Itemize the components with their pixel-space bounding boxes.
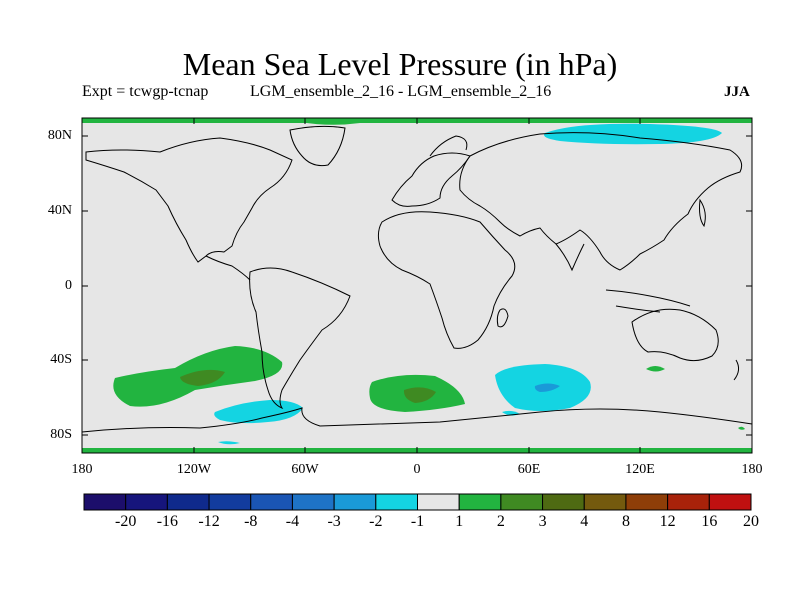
- season-label: JJA: [724, 84, 750, 100]
- south-america-coast: [249, 267, 351, 410]
- comparison-label: LGM_ensemble_2_16 - LGM_ensemble_2_16: [250, 83, 552, 100]
- lat-label-80n: 80N: [47, 128, 72, 143]
- colorbar-swatch: [417, 493, 460, 511]
- colorbar-label: 8: [621, 513, 630, 530]
- antarctic-small-negative: [218, 441, 240, 445]
- central-america-coast: [205, 255, 251, 281]
- colorbar: [83, 493, 752, 511]
- colorbar-swatch: [375, 493, 418, 511]
- colorbar-label: 1: [455, 513, 464, 530]
- colorbar-swatch: [208, 493, 252, 511]
- madagascar-coast: [496, 308, 509, 328]
- page-title: Mean Sea Level Pressure (in hPa): [182, 46, 618, 82]
- colorbar-swatch: [333, 493, 377, 511]
- colorbar-swatch: [583, 493, 627, 511]
- colorbar-label: 20: [743, 513, 759, 530]
- lat-label-80s: 80S: [50, 427, 72, 442]
- colorbar-swatch: [542, 493, 585, 511]
- colorbar-label: -1: [410, 513, 425, 530]
- colorbar-swatch: [625, 493, 669, 511]
- scandinavia-coast: [429, 135, 468, 157]
- colorbar-swatch: [291, 493, 335, 511]
- lat-label-0: 0: [65, 278, 72, 293]
- south-atlantic-core: [403, 387, 436, 403]
- greenland-coast: [289, 125, 346, 167]
- australia-coast: [631, 308, 719, 362]
- australia-south-region: [646, 366, 665, 372]
- lon-label-60e: 60E: [517, 462, 541, 477]
- colorbar-label: -4: [285, 513, 300, 530]
- north-america-coast: [85, 137, 293, 263]
- axis-ticks: [81, 118, 753, 453]
- africa-coast: [377, 211, 516, 349]
- asia-coast: [459, 132, 743, 271]
- colorbar-label: 12: [659, 513, 676, 530]
- colorbar-label: -3: [327, 513, 341, 530]
- india-coast: [555, 243, 585, 272]
- japan-coast: [699, 198, 706, 228]
- lat-label-40n: 40N: [47, 203, 72, 218]
- colorbar-swatch: [250, 493, 293, 511]
- colorbar-label: -2: [369, 513, 383, 530]
- lon-label-180e: 180: [741, 462, 763, 477]
- arctic-negative-region: [544, 123, 722, 145]
- colorbar-label: 2: [496, 513, 505, 530]
- europe-coast: [391, 152, 471, 207]
- antarctica-coast: [81, 407, 753, 433]
- colorbar-label: -16: [156, 513, 179, 530]
- colorbar-swatch: [458, 493, 502, 511]
- indian-ocean-core: [534, 383, 560, 392]
- colorbar-label: -20: [115, 513, 137, 530]
- colorbar-swatch: [166, 493, 210, 511]
- indonesia-coast: [605, 289, 691, 313]
- south-pacific-core: [180, 369, 225, 386]
- colorbar-swatch: [500, 493, 544, 511]
- lon-label-120w: 120W: [176, 462, 212, 477]
- experiment-label: Expt = tcwgp-tcnap: [82, 83, 209, 100]
- lon-label-120e: 120E: [625, 462, 655, 477]
- lon-label-0: 0: [413, 462, 421, 477]
- colorbar-label: -12: [198, 513, 220, 530]
- lon-label-180w: 180: [71, 462, 93, 477]
- colorbar-label: -8: [244, 513, 258, 530]
- coastlines: [81, 125, 753, 433]
- new-zealand-coast: [733, 359, 740, 381]
- colorbar-label: 16: [701, 513, 718, 530]
- colorbar-swatch: [125, 493, 168, 511]
- colorbar-swatch: [83, 493, 127, 511]
- lon-label-60w: 60W: [291, 462, 319, 477]
- colorbar-label: 3: [538, 513, 547, 530]
- arctic-small-region: [300, 121, 360, 125]
- lat-label-40s: 40S: [50, 352, 72, 367]
- colorbar-swatch: [667, 493, 710, 511]
- colorbar-swatch: [708, 493, 752, 511]
- southern-small-region: [738, 426, 745, 430]
- colorbar-label: 4: [580, 513, 589, 530]
